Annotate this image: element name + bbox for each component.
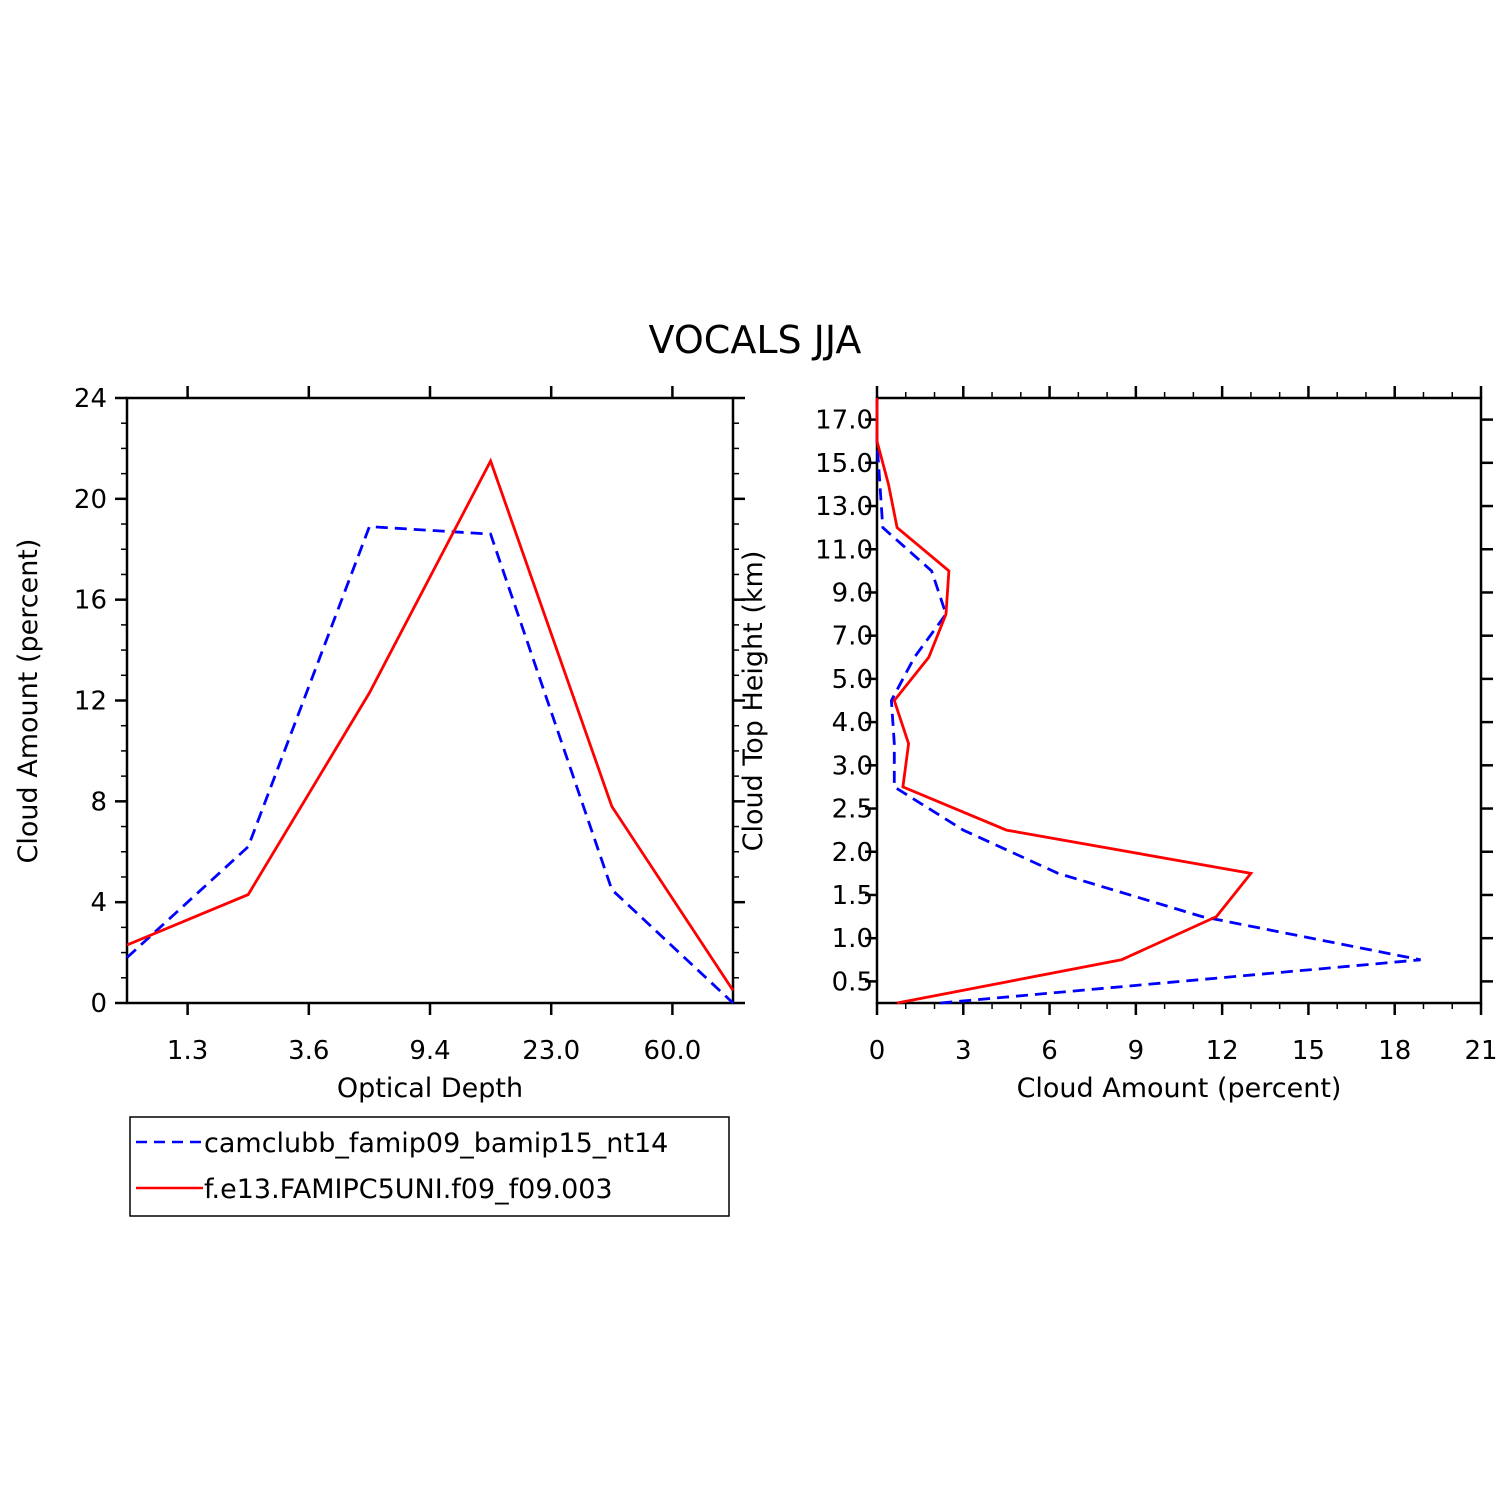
right-plot-frame [875,396,1483,1005]
left-y-tick-label: 16 [74,586,107,616]
right-series-line-2 [875,398,1254,1005]
left-x-tick-label: 1.3 [167,1036,208,1066]
left-x-tick-label: 9.4 [409,1036,450,1066]
right-x-tick-label: 21 [1464,1036,1497,1066]
left-x-tick-label: 23.0 [522,1036,580,1066]
right-y-tick-label: 1.5 [832,881,873,911]
legend: camclubb_famip09_bamip15_nt14 f.e13.FAMI… [129,1116,730,1217]
right-x-tick-label: 0 [869,1036,886,1066]
right-y-tick-label: 2.0 [832,838,873,868]
legend-label-series-1: camclubb_famip09_bamip15_nt14 [204,1128,668,1159]
left-series-line-2 [126,457,735,992]
left-series-line-1 [126,525,734,1005]
right-y-tick-label: 15.0 [815,449,873,479]
right-chart-panel: 0 3 6 9 12 15 18 21 0.5 1.0 1.5 2.0 2.5 3.0 4.0 5.0 7.0 9… [738,386,1498,1104]
left-chart-panel: 0 4 8 12 16 20 24 1.3 3.6 9.4 23.0 60.0 Optical Dep… [13,384,745,1104]
right-x-tick-label: 15 [1292,1036,1325,1066]
right-y-tick-label: 7.0 [832,622,873,652]
left-x-axis-label: Optical Depth [337,1073,523,1104]
left-y-tick-label: 20 [74,485,107,515]
left-y-tick-label: 8 [90,787,107,817]
right-series-line-1 [875,398,1421,1005]
right-y-tick-label: 1.0 [832,924,873,954]
right-y-tick-label: 17.0 [815,406,873,436]
right-y-tick-label: 11.0 [815,535,873,565]
right-x-axis-label: Cloud Amount (percent) [1017,1073,1342,1104]
left-y-tick-label: 12 [74,687,107,717]
left-y-tick-label: 24 [74,384,107,414]
left-x-tick-label: 3.6 [288,1036,329,1066]
figure-title: VOCALS JJA [649,318,862,362]
right-y-tick-label: 3.0 [832,751,873,781]
right-x-tick-label: 6 [1041,1036,1058,1066]
right-y-tick-label: 5.0 [832,665,873,695]
left-plot-frame [125,396,735,1005]
right-y-tick-label: 9.0 [832,578,873,608]
left-y-tick-label: 0 [90,989,107,1019]
right-x-tick-label: 9 [1128,1036,1145,1066]
right-y-tick-label: 2.5 [832,795,873,825]
right-y-tick-label: 0.5 [832,967,873,997]
right-x-tick-label: 3 [955,1036,972,1066]
right-y-tick-label: 13.0 [815,492,873,522]
left-y-axis-label: Cloud Amount (percent) [13,539,44,864]
right-x-tick-label: 18 [1378,1036,1411,1066]
left-y-tick-label: 4 [90,888,107,918]
right-y-axis-label: Cloud Top Height (km) [738,551,769,852]
right-y-tick-label: 4.0 [832,708,873,738]
legend-box [129,1116,730,1217]
legend-label-series-2: f.e13.FAMIPC5UNI.f09_f09.003 [204,1174,613,1205]
left-x-tick-label: 60.0 [643,1036,701,1066]
right-x-tick-label: 12 [1206,1036,1239,1066]
